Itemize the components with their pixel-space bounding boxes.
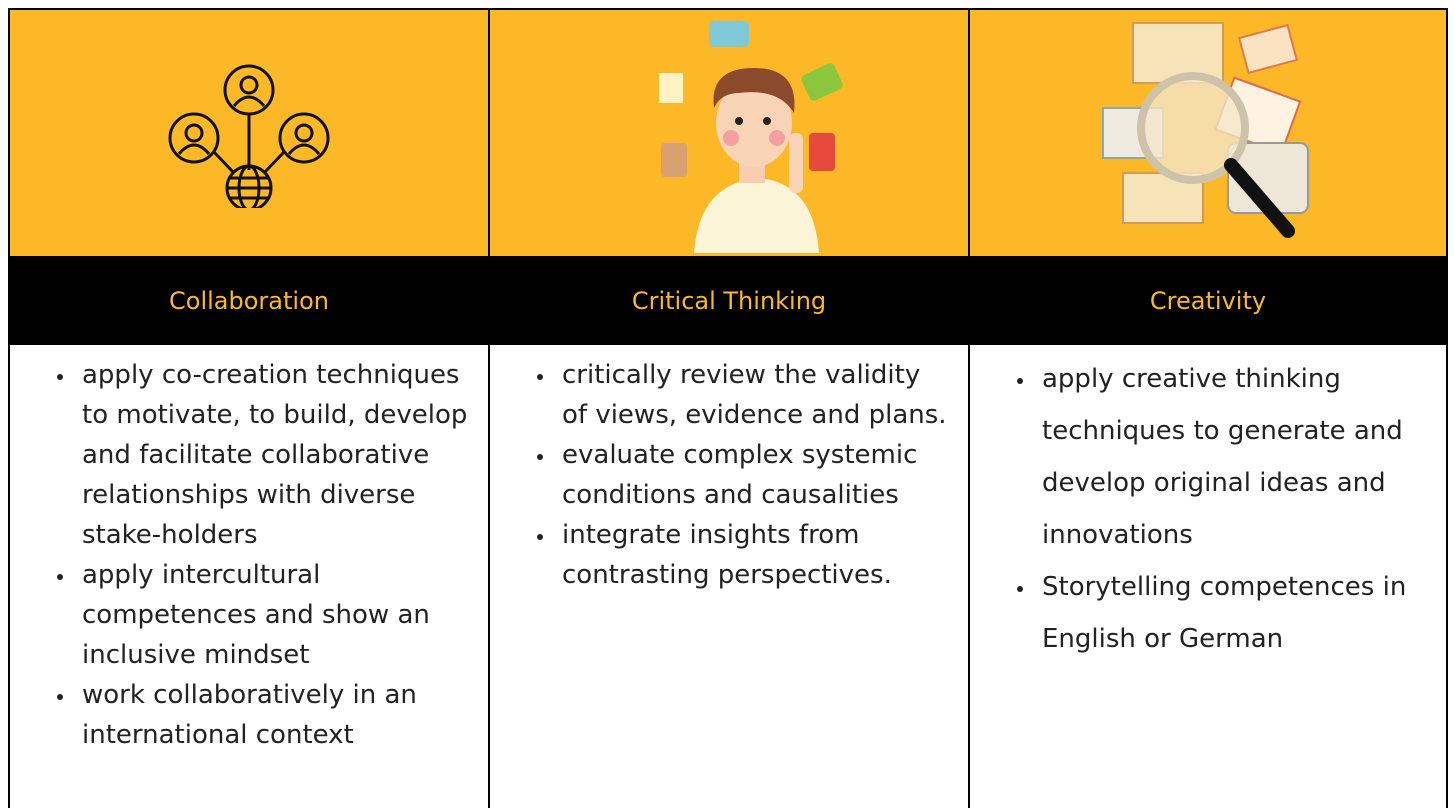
creativity-illustration (1102, 22, 1309, 238)
column-title: Critical Thinking (490, 256, 968, 345)
image-cell (10, 8, 488, 256)
list-item: Storytelling competences in English or G… (1036, 561, 1430, 665)
list-item: integrate insights from contrasting pers… (556, 515, 952, 595)
item-list: apply co-creation techniques to motivate… (10, 345, 488, 755)
list-item: evaluate complex systemic conditions and… (556, 435, 952, 515)
list-item: work collaboratively in an international… (76, 675, 472, 755)
list-item: apply creative thinking techniques to ge… (1036, 353, 1430, 561)
column: Critical Thinking critically review the … (488, 8, 968, 808)
item-list: critically review the validity of views,… (490, 345, 968, 595)
image-cell (970, 8, 1446, 256)
column-title: Creativity (970, 256, 1446, 345)
thinking-illustration (659, 21, 843, 253)
image-cell (490, 8, 968, 256)
column-title: Collaboration (10, 256, 488, 345)
column: Collaboration apply co-creation techniqu… (8, 8, 488, 808)
list-item: critically review the validity of views,… (556, 355, 952, 435)
item-list: apply creative thinking techniques to ge… (970, 345, 1446, 665)
column: Creativity apply creative thinking techn… (968, 8, 1448, 808)
list-item: apply intercultural competences and show… (76, 555, 472, 675)
list-item: apply co-creation techniques to motivate… (76, 355, 472, 555)
collaboration-icon (168, 64, 330, 208)
